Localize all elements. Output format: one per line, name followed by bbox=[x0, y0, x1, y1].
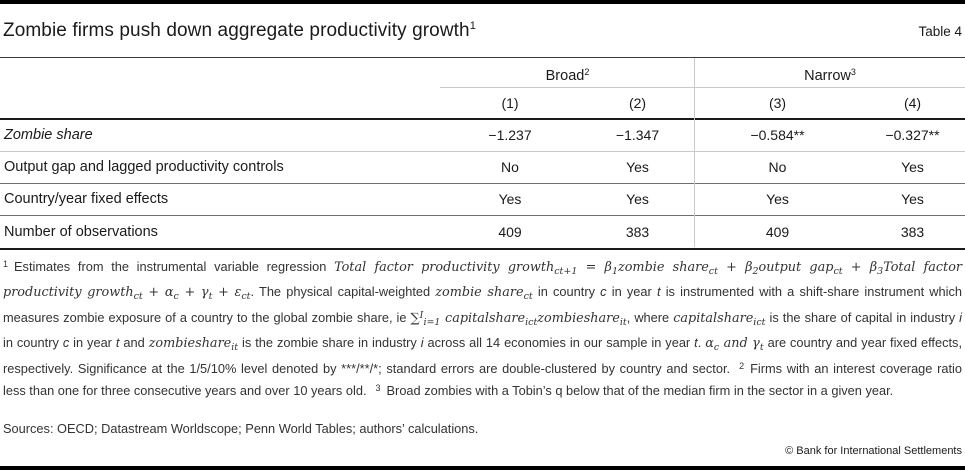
cell-value: 409 bbox=[498, 223, 522, 240]
table-row-zombie-share: Zombie share −1.237 −1.347 −0.584** −0.3… bbox=[0, 120, 965, 152]
header-rule bbox=[0, 118, 965, 120]
row-label: Number of observations bbox=[4, 223, 158, 240]
title-rule bbox=[0, 57, 965, 58]
table-number-label: Table 4 bbox=[918, 24, 962, 39]
cell-value: Yes bbox=[766, 191, 789, 207]
column-header-2: (2) bbox=[628, 95, 647, 111]
table-bottom-rule bbox=[0, 248, 965, 250]
cell-value: Yes bbox=[498, 191, 522, 207]
title-row: Zombie firms push down aggregate product… bbox=[3, 20, 962, 42]
column-number-header-row: (1) (2) (3) (4) bbox=[0, 88, 965, 118]
column-header-3: (3) bbox=[768, 95, 787, 111]
cell-value: Yes bbox=[901, 159, 924, 175]
sources-line: Sources: OECD; Datastream Worldscope; Pe… bbox=[3, 421, 479, 436]
page-title-text: Zombie firms push down aggregate product… bbox=[3, 20, 470, 41]
table-row-output-gap-controls: Output gap and lagged productivity contr… bbox=[0, 152, 965, 184]
cell-value: −0.327** bbox=[885, 127, 940, 143]
title-footnote-marker: 1 bbox=[469, 20, 476, 32]
broad-narrow-divider bbox=[694, 58, 695, 247]
table-row-fixed-effects: Country/year fixed effects Yes Yes Yes Y… bbox=[0, 184, 965, 216]
cell-value: −0.584** bbox=[750, 127, 805, 143]
page-title: Zombie firms push down aggregate product… bbox=[3, 20, 476, 42]
cell-value: No bbox=[501, 159, 519, 175]
cell-value: 383 bbox=[900, 223, 925, 240]
top-rule bbox=[0, 0, 965, 4]
cell-value: 409 bbox=[765, 223, 790, 240]
column-group-broad-label: Broad bbox=[545, 68, 585, 84]
column-group-narrow-label: Narrow bbox=[804, 68, 851, 84]
column-group-header-row: Broad2 Narrow3 bbox=[0, 58, 965, 88]
cell-value: Yes bbox=[626, 191, 649, 207]
cell-value: −1.237 bbox=[488, 127, 532, 143]
footnote-paragraph: 1 Estimates from the instrumental variabl… bbox=[3, 259, 963, 398]
row-label: Zombie share bbox=[4, 127, 93, 143]
results-table: Broad2 Narrow3 (1) (2) (3) (4) Zombie sh… bbox=[0, 58, 965, 250]
cell-value: Yes bbox=[626, 159, 649, 175]
cell-value: 383 bbox=[625, 223, 650, 240]
cell-value: Yes bbox=[901, 191, 924, 207]
copyright-notice: © Bank for International Settlements bbox=[785, 445, 962, 457]
broad-footnote-marker: 2 bbox=[584, 67, 590, 77]
row-label: Output gap and lagged productivity contr… bbox=[4, 159, 284, 175]
column-header-4: (4) bbox=[903, 95, 922, 111]
column-group-narrow: Narrow3 bbox=[695, 58, 965, 88]
column-group-broad: Broad2 bbox=[440, 58, 695, 88]
cell-value: −1.347 bbox=[615, 127, 660, 143]
table-row-observations: Number of observations 409 383 409 383 bbox=[0, 216, 965, 248]
cell-value: No bbox=[768, 159, 787, 175]
column-header-1: (1) bbox=[501, 95, 519, 111]
row-label: Country/year fixed effects bbox=[4, 191, 169, 207]
narrow-footnote-marker: 3 bbox=[850, 67, 856, 77]
bottom-rule bbox=[0, 466, 965, 470]
